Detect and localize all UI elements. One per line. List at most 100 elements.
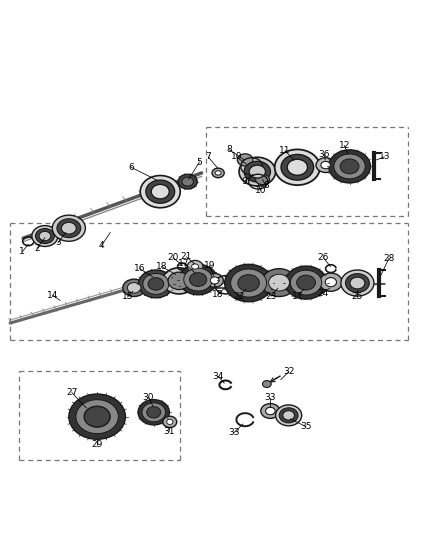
Text: 11: 11 bbox=[279, 146, 291, 155]
Ellipse shape bbox=[210, 277, 219, 284]
Ellipse shape bbox=[206, 273, 223, 287]
Text: 26: 26 bbox=[318, 253, 329, 262]
Text: 9: 9 bbox=[241, 177, 247, 186]
Ellipse shape bbox=[167, 419, 173, 424]
Ellipse shape bbox=[35, 229, 54, 244]
Ellipse shape bbox=[265, 407, 275, 415]
Ellipse shape bbox=[191, 264, 198, 269]
Text: 24: 24 bbox=[317, 289, 328, 298]
Ellipse shape bbox=[276, 405, 302, 426]
Ellipse shape bbox=[249, 165, 265, 178]
Text: 19: 19 bbox=[204, 261, 215, 270]
Text: 22: 22 bbox=[233, 293, 244, 302]
Ellipse shape bbox=[179, 264, 217, 295]
Ellipse shape bbox=[328, 150, 371, 183]
Ellipse shape bbox=[215, 171, 221, 175]
Ellipse shape bbox=[52, 215, 85, 241]
Ellipse shape bbox=[76, 400, 118, 434]
Ellipse shape bbox=[261, 403, 280, 418]
Ellipse shape bbox=[143, 273, 169, 294]
Text: 17: 17 bbox=[178, 259, 190, 268]
Text: 13: 13 bbox=[378, 152, 390, 161]
Text: 15: 15 bbox=[122, 293, 133, 302]
Ellipse shape bbox=[140, 175, 180, 208]
Ellipse shape bbox=[350, 277, 365, 289]
Text: 14: 14 bbox=[47, 290, 58, 300]
Ellipse shape bbox=[287, 159, 307, 175]
Ellipse shape bbox=[84, 406, 110, 427]
Text: 5: 5 bbox=[197, 158, 202, 166]
Ellipse shape bbox=[261, 269, 297, 296]
Text: 32: 32 bbox=[283, 367, 294, 376]
Text: 1: 1 bbox=[19, 247, 25, 256]
Ellipse shape bbox=[321, 161, 330, 169]
Text: 20: 20 bbox=[167, 253, 179, 262]
Text: 17: 17 bbox=[292, 292, 303, 301]
Ellipse shape bbox=[283, 410, 294, 420]
Ellipse shape bbox=[262, 381, 271, 387]
Ellipse shape bbox=[178, 174, 197, 189]
Text: 33: 33 bbox=[228, 428, 240, 437]
Text: 6: 6 bbox=[128, 163, 134, 172]
Ellipse shape bbox=[239, 157, 276, 186]
Ellipse shape bbox=[285, 266, 327, 299]
Ellipse shape bbox=[290, 270, 322, 295]
Text: 7: 7 bbox=[205, 152, 211, 161]
Ellipse shape bbox=[123, 279, 145, 296]
Ellipse shape bbox=[316, 158, 335, 173]
Text: 21: 21 bbox=[180, 253, 192, 261]
Ellipse shape bbox=[184, 268, 212, 291]
Text: 18: 18 bbox=[212, 290, 224, 299]
Ellipse shape bbox=[127, 282, 141, 293]
Text: 8: 8 bbox=[263, 181, 269, 190]
Text: 34: 34 bbox=[212, 372, 224, 381]
Text: 10: 10 bbox=[231, 152, 242, 161]
Ellipse shape bbox=[225, 264, 272, 302]
Ellipse shape bbox=[340, 159, 359, 174]
Ellipse shape bbox=[142, 403, 166, 422]
Text: 31: 31 bbox=[163, 427, 175, 437]
Ellipse shape bbox=[147, 407, 161, 418]
Ellipse shape bbox=[146, 180, 175, 203]
Text: 35: 35 bbox=[300, 422, 312, 431]
Ellipse shape bbox=[212, 168, 224, 177]
Ellipse shape bbox=[346, 273, 369, 293]
Text: 4: 4 bbox=[99, 241, 104, 250]
Text: 27: 27 bbox=[66, 388, 78, 397]
Ellipse shape bbox=[151, 184, 169, 199]
Ellipse shape bbox=[163, 416, 177, 427]
Text: 10: 10 bbox=[254, 186, 266, 195]
Text: 23: 23 bbox=[265, 292, 277, 301]
Ellipse shape bbox=[325, 278, 336, 287]
Text: 36: 36 bbox=[318, 150, 330, 159]
Text: 28: 28 bbox=[383, 254, 395, 263]
Ellipse shape bbox=[244, 161, 270, 182]
Ellipse shape bbox=[237, 154, 253, 166]
Ellipse shape bbox=[275, 149, 320, 185]
Ellipse shape bbox=[148, 278, 164, 290]
Ellipse shape bbox=[190, 273, 207, 286]
Ellipse shape bbox=[268, 274, 290, 291]
Ellipse shape bbox=[320, 273, 342, 292]
Ellipse shape bbox=[341, 270, 374, 296]
Ellipse shape bbox=[61, 222, 76, 234]
Ellipse shape bbox=[187, 261, 203, 272]
Ellipse shape bbox=[168, 272, 190, 289]
Ellipse shape bbox=[231, 269, 267, 297]
Ellipse shape bbox=[85, 407, 110, 427]
Text: 29: 29 bbox=[92, 440, 103, 449]
Ellipse shape bbox=[182, 177, 194, 186]
Ellipse shape bbox=[138, 400, 170, 425]
Text: 18: 18 bbox=[156, 262, 167, 271]
Ellipse shape bbox=[57, 219, 81, 238]
Ellipse shape bbox=[39, 231, 51, 241]
Ellipse shape bbox=[281, 155, 314, 180]
Ellipse shape bbox=[32, 225, 58, 246]
Text: 30: 30 bbox=[143, 393, 154, 401]
Text: 12: 12 bbox=[339, 141, 350, 150]
Ellipse shape bbox=[255, 174, 269, 184]
Ellipse shape bbox=[138, 270, 173, 298]
Ellipse shape bbox=[69, 394, 125, 439]
Text: 33: 33 bbox=[265, 393, 276, 402]
Text: 3: 3 bbox=[55, 238, 61, 247]
